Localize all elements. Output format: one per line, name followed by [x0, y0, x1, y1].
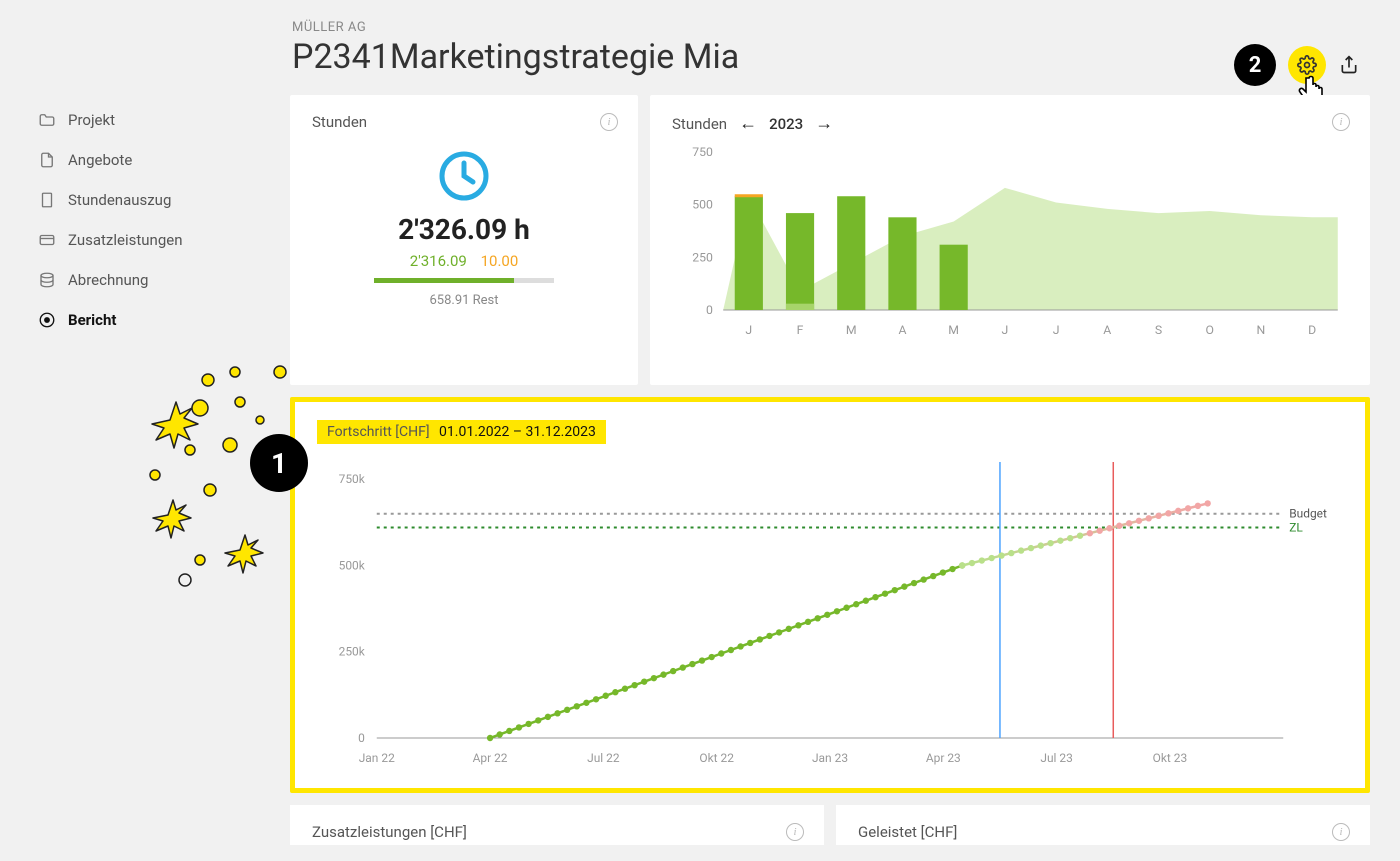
- svg-text:Jul 23: Jul 23: [1040, 751, 1072, 765]
- progress-label: Fortschritt [CHF] 01.01.2022 – 31.12.202…: [317, 420, 606, 444]
- svg-text:J: J: [745, 323, 752, 337]
- svg-text:O: O: [1206, 323, 1214, 337]
- svg-text:500: 500: [692, 198, 713, 212]
- info-icon[interactable]: i: [786, 823, 804, 841]
- hours-monthly-card: Stunden ← 2023 → i 0 250 500 750 J F M A M J J A S O N…: [650, 95, 1370, 385]
- svg-text:F: F: [797, 323, 804, 337]
- settings-button[interactable]: [1288, 46, 1326, 84]
- gear-icon: [1297, 55, 1317, 75]
- progress-card: Fortschritt [CHF] 01.01.2022 – 31.12.202…: [290, 397, 1370, 793]
- svg-text:Apr 22: Apr 22: [473, 751, 508, 765]
- sidebar: ProjektAngeboteStundenauszugZusatzleistu…: [0, 0, 290, 861]
- hours-rest: 658.91 Rest: [312, 293, 616, 308]
- svg-text:Okt 22: Okt 22: [699, 751, 734, 765]
- company-label: MÜLLER AG: [292, 20, 1370, 35]
- svg-text:250: 250: [692, 250, 713, 264]
- svg-text:Budget: Budget: [1289, 507, 1327, 521]
- svg-text:750k: 750k: [339, 472, 366, 486]
- page-title: P2341Marketingstrategie Mia: [292, 37, 1370, 77]
- main: MÜLLER AG P2341Marketingstrategie Mia 2 …: [290, 0, 1400, 861]
- svg-text:250k: 250k: [339, 645, 366, 659]
- svg-text:N: N: [1257, 323, 1266, 337]
- hours-title: Stunden: [312, 113, 616, 131]
- nav-angebote[interactable]: Angebote: [38, 140, 290, 180]
- hours-summary-card: Stunden i 2'326.09 h 2'316.09 10.00 658.…: [290, 95, 638, 385]
- svg-text:Okt 23: Okt 23: [1153, 751, 1188, 765]
- svg-text:0: 0: [358, 731, 365, 745]
- year-label: 2023: [769, 115, 803, 133]
- year-prev-button[interactable]: ←: [739, 113, 757, 134]
- svg-text:S: S: [1155, 323, 1162, 337]
- svg-text:Jan 22: Jan 22: [359, 751, 395, 765]
- nav-stundenauszug[interactable]: Stundenauszug: [38, 180, 290, 220]
- hours-breakdown: 2'316.09 10.00: [312, 252, 616, 270]
- annotation-badge-2: 2: [1234, 44, 1276, 86]
- hours-progress-bar: [374, 278, 554, 283]
- nav-projekt[interactable]: Projekt: [38, 100, 290, 140]
- svg-text:Jul 22: Jul 22: [587, 751, 620, 765]
- page-icon: [38, 191, 56, 209]
- info-icon[interactable]: i: [1332, 823, 1350, 841]
- svg-text:J: J: [1053, 323, 1060, 337]
- nav-bericht[interactable]: Bericht: [38, 300, 290, 340]
- svg-text:Jan 23: Jan 23: [812, 751, 848, 765]
- clock-icon: [437, 149, 491, 203]
- svg-text:ZL: ZL: [1289, 521, 1303, 535]
- svg-text:750: 750: [692, 146, 713, 159]
- folder-icon: [38, 111, 56, 129]
- year-next-button[interactable]: →: [815, 113, 833, 134]
- svg-text:D: D: [1308, 323, 1316, 337]
- share-button[interactable]: [1338, 54, 1360, 76]
- svg-text:Apr 23: Apr 23: [926, 751, 961, 765]
- card-icon: [38, 231, 56, 249]
- svg-text:500k: 500k: [339, 558, 366, 572]
- target-icon: [38, 311, 56, 329]
- svg-text:0: 0: [706, 303, 713, 317]
- zusatz-card: Zusatzleistungen [CHF] i: [290, 805, 824, 845]
- svg-text:A: A: [898, 323, 906, 337]
- svg-text:J: J: [1001, 323, 1008, 337]
- svg-text:A: A: [1103, 323, 1111, 337]
- share-icon: [1339, 55, 1359, 75]
- geleistet-card: Geleistet [CHF] i: [836, 805, 1370, 845]
- annotation-badge-1: 1: [250, 434, 308, 492]
- svg-text:M: M: [948, 323, 959, 337]
- db-icon: [38, 271, 56, 289]
- monthly-title: Stunden: [672, 115, 727, 133]
- hours-total: 2'326.09 h: [312, 213, 616, 246]
- nav-abrechnung[interactable]: Abrechnung: [38, 260, 290, 300]
- svg-text:M: M: [846, 323, 857, 337]
- doc-icon: [38, 151, 56, 169]
- info-icon[interactable]: i: [1332, 113, 1350, 131]
- header: MÜLLER AG P2341Marketingstrategie Mia 2: [290, 20, 1370, 77]
- info-icon[interactable]: i: [600, 113, 618, 131]
- nav-zusatzleistungen[interactable]: Zusatzleistungen: [38, 220, 290, 260]
